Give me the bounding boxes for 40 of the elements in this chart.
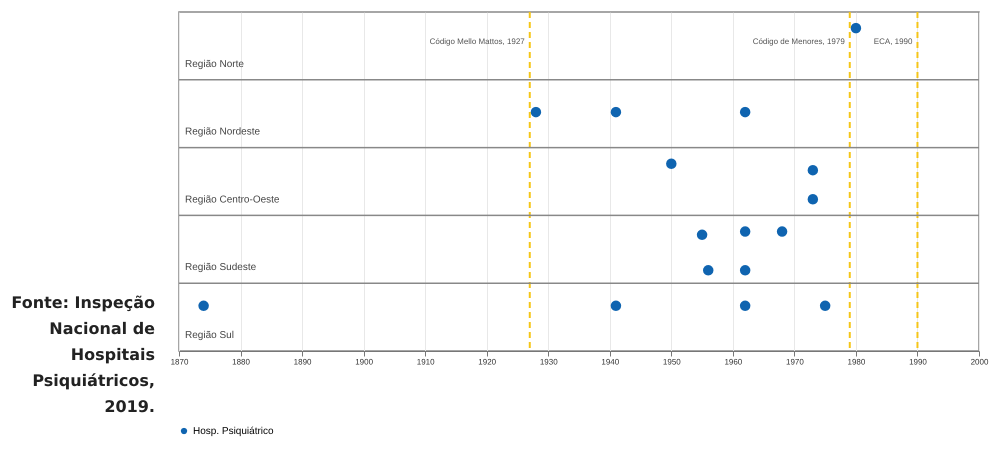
point <box>666 158 677 169</box>
annotation: Região Sudeste <box>185 262 257 274</box>
point <box>850 22 862 34</box>
annotation: Região Sul <box>185 330 234 341</box>
legend-label: Hosp. Psiquiátrico <box>193 426 274 437</box>
ref-line-label: Código Mello Mattos, 1927 <box>430 37 526 46</box>
point <box>696 230 708 240</box>
x-tick-label: 1910 <box>416 358 436 366</box>
x-tick-label: 1940 <box>601 358 620 366</box>
point <box>740 106 750 118</box>
point <box>808 164 818 176</box>
point <box>740 265 750 276</box>
point <box>198 300 209 312</box>
x-tick-label: 1950 <box>662 358 682 366</box>
x-tick-label: 1900 <box>355 358 374 366</box>
x-tick-label: 1980 <box>848 358 866 366</box>
point <box>530 106 542 118</box>
point <box>808 194 818 204</box>
x-tick-label: 1990 <box>909 358 928 366</box>
x-tick-label: 1880 <box>232 358 250 366</box>
x-tick-label: 1920 <box>478 358 497 366</box>
annotation: Região Centro-Oeste <box>185 194 280 206</box>
point <box>610 300 622 312</box>
x-tick-label: 1870 <box>170 358 189 366</box>
x-tick-label: 2000 <box>970 358 989 366</box>
point <box>702 265 714 276</box>
x-tick-label: 1930 <box>540 358 558 366</box>
x-tick-label: 1970 <box>786 358 804 366</box>
ref-line-label: ECA, 1990 <box>874 37 913 46</box>
x-tick-label: 1960 <box>724 358 743 366</box>
ref-line-label: Código de Menores, 1979 <box>752 37 846 46</box>
annotation: Região Nordeste <box>185 126 260 138</box>
point <box>740 226 750 237</box>
point <box>610 106 622 118</box>
x-tick-label: 1890 <box>294 358 312 366</box>
source-note: Fonte: Inspeção Nacional de Hospitais Psiquiátricos, 2019. <box>10 292 155 418</box>
point <box>740 300 750 312</box>
point <box>820 300 830 312</box>
point <box>776 226 788 237</box>
annotation: Região Norte <box>185 58 244 70</box>
